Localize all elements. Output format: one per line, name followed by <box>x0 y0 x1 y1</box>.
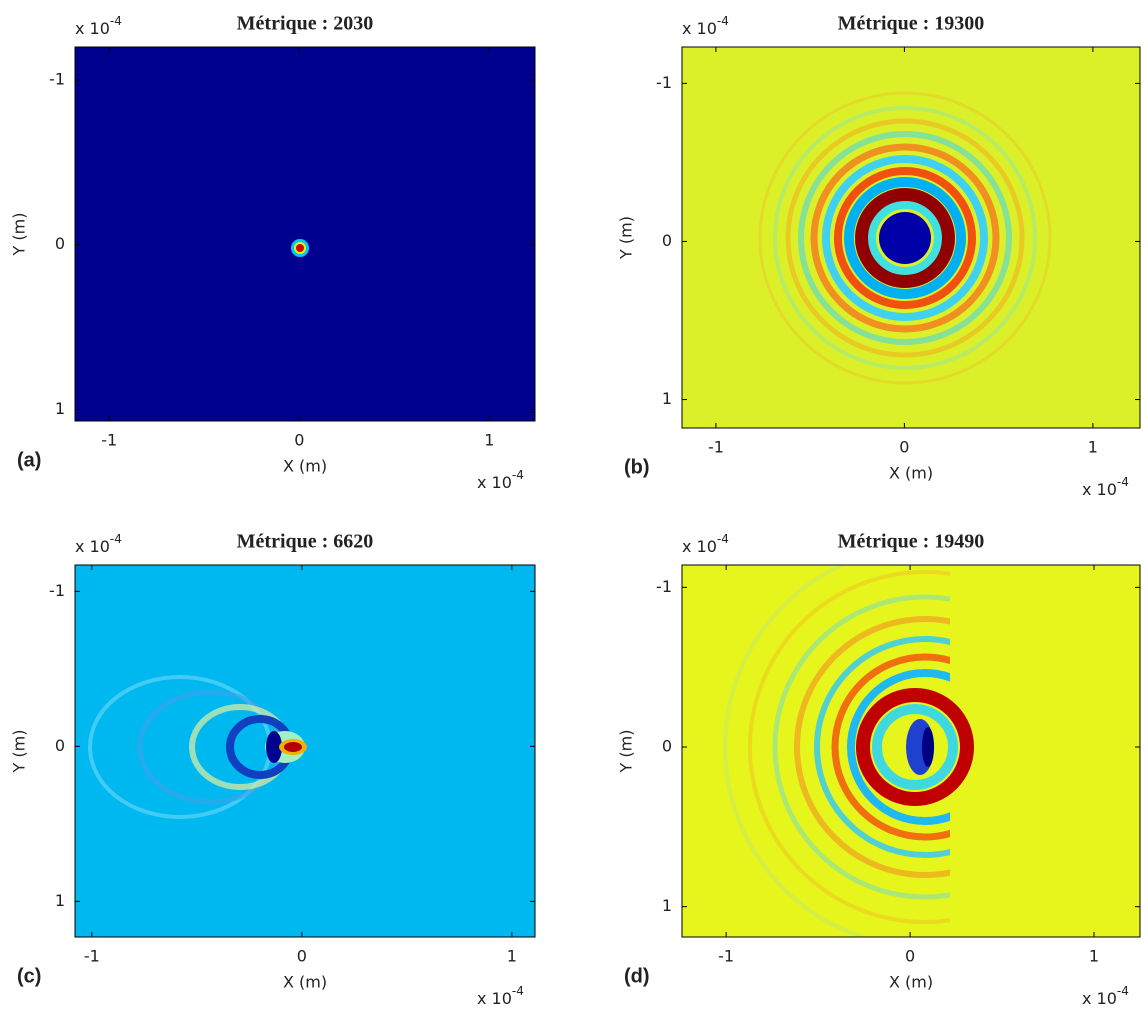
scale-base: x 10 <box>75 19 110 38</box>
y-tick-label: 0 <box>55 736 65 755</box>
scale-label: x 10-4 <box>682 14 729 38</box>
scale-base: x 10 <box>682 537 717 556</box>
y-tick-label: 1 <box>662 389 672 408</box>
x-tick-label: -1 <box>708 438 724 457</box>
scale-label: x 10-4 <box>1082 984 1129 1008</box>
scale-label: x 10-4 <box>477 984 524 1008</box>
scale-exponent: -4 <box>512 984 524 998</box>
field-pattern-b <box>758 91 1052 385</box>
scale-exponent: -4 <box>110 14 122 28</box>
y-tick-label: 0 <box>55 234 65 253</box>
y-tick-label: 1 <box>55 891 65 910</box>
chart-title: Métrique : 2030 <box>237 13 374 35</box>
chart-title: Métrique : 19490 <box>838 531 985 553</box>
x-tick-label: 0 <box>905 947 915 966</box>
x-tick-label: 0 <box>297 947 307 966</box>
y-axis-label: Y (m) <box>617 216 636 260</box>
y-tick-label: -1 <box>656 73 672 92</box>
scale-exponent: -4 <box>512 468 524 482</box>
y-tick-label: -1 <box>49 581 65 600</box>
x-tick-label: -1 <box>101 431 117 450</box>
y-tick-label: 1 <box>55 399 65 418</box>
y-axis-label: Y (m) <box>10 730 29 774</box>
field-pattern-d <box>723 565 974 937</box>
y-tick-label: 1 <box>662 896 672 915</box>
scale-exponent: -4 <box>1117 984 1129 998</box>
plot-background <box>75 47 535 421</box>
plot-frame <box>74 564 536 938</box>
panel-label: (c) <box>17 965 41 987</box>
y-axis-label: Y (m) <box>10 213 29 257</box>
x-tick-label: 1 <box>1088 438 1098 457</box>
scale-base: x 10 <box>477 989 512 1008</box>
y-tick-label: 0 <box>662 231 672 250</box>
x-tick-label: 1 <box>484 431 494 450</box>
x-tick-label: 0 <box>294 431 304 450</box>
x-tick-label: 1 <box>1089 947 1099 966</box>
x-axis-label: X (m) <box>283 457 327 476</box>
x-tick-label: -1 <box>718 947 734 966</box>
plot-frame <box>681 564 1141 938</box>
chart-title: Métrique : 19300 <box>838 13 985 35</box>
panel-label: (b) <box>624 456 650 478</box>
scale-base: x 10 <box>477 473 512 492</box>
scale-label: x 10-4 <box>75 14 122 38</box>
chart-title: Métrique : 6620 <box>237 531 374 553</box>
panel-label: (a) <box>17 449 41 471</box>
scale-label: x 10-4 <box>477 468 524 492</box>
scale-base: x 10 <box>75 537 110 556</box>
y-tick-label: -1 <box>49 69 65 88</box>
scale-exponent: -4 <box>110 532 122 546</box>
scale-exponent: -4 <box>717 14 729 28</box>
scale-label: x 10-4 <box>75 532 122 556</box>
y-tick-label: 0 <box>662 737 672 756</box>
y-tick-label: -1 <box>656 577 672 596</box>
plot-frame <box>74 46 536 422</box>
scale-exponent: -4 <box>1117 475 1129 489</box>
panel-label: (d) <box>624 965 650 987</box>
scale-base: x 10 <box>682 19 717 38</box>
plot-frame <box>681 46 1141 429</box>
x-axis-label: X (m) <box>889 464 933 483</box>
x-axis-label: X (m) <box>283 973 327 992</box>
field-pattern-c <box>88 675 307 819</box>
scale-base: x 10 <box>1082 480 1117 499</box>
x-tick-label: 1 <box>507 947 517 966</box>
field-pattern-a <box>291 239 309 257</box>
scale-label: x 10-4 <box>1082 475 1129 499</box>
x-tick-label: 0 <box>899 438 909 457</box>
x-tick-label: -1 <box>84 947 100 966</box>
scale-exponent: -4 <box>717 532 729 546</box>
scale-label: x 10-4 <box>682 532 729 556</box>
x-axis-label: X (m) <box>889 973 933 992</box>
scale-base: x 10 <box>1082 989 1117 1008</box>
y-axis-label: Y (m) <box>617 730 636 774</box>
